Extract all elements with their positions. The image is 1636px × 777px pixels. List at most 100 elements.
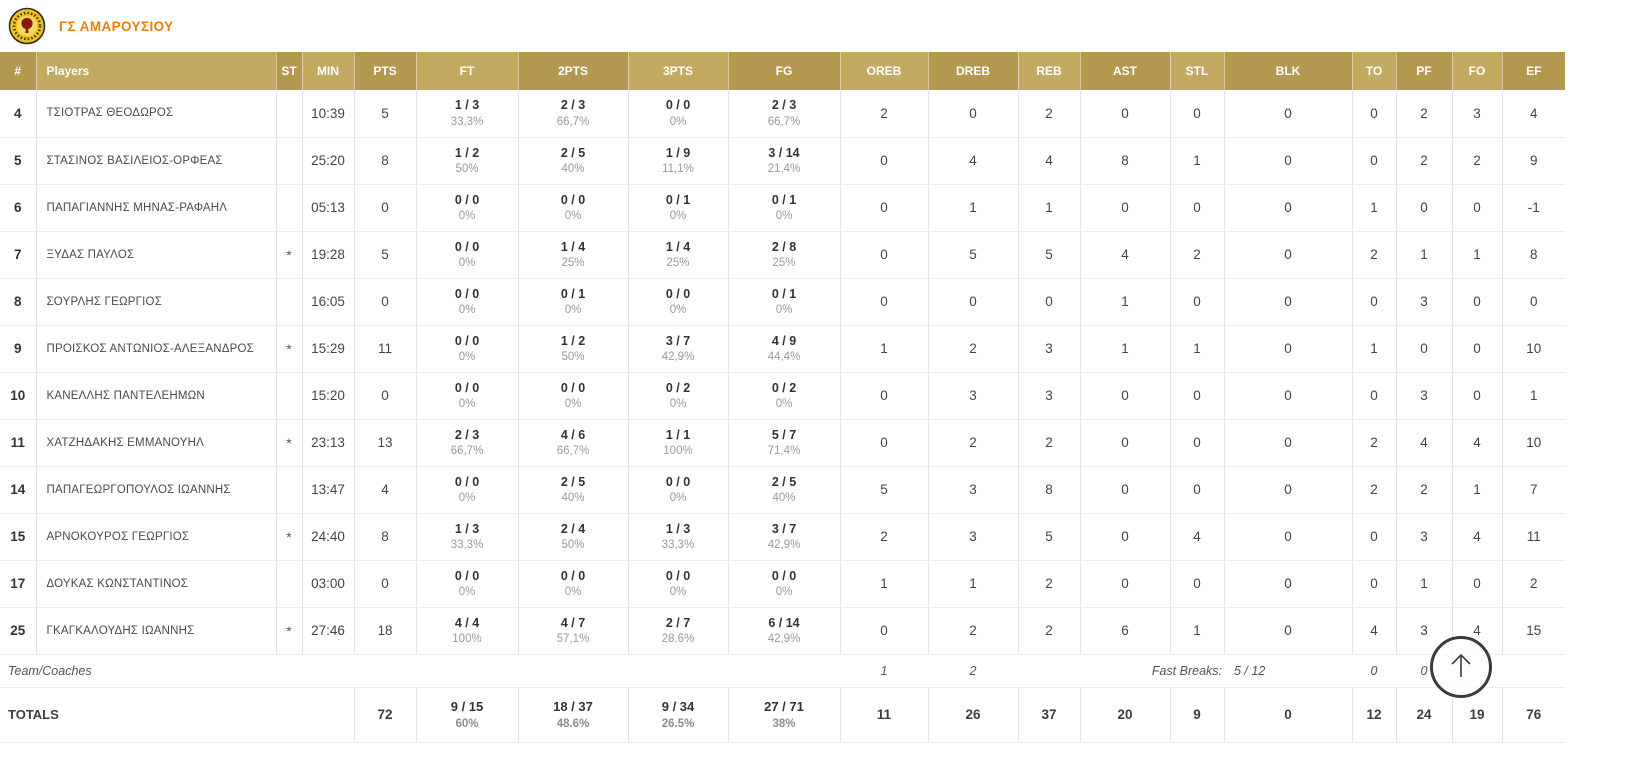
cell-name: ΓΚΑΓΚΑΛΟΥΔΗΣ ΙΩΑΝΝΗΣ <box>35 607 276 655</box>
cell-pf: 2 <box>1395 466 1452 514</box>
player-row: 25 ΓΚΑΓΚΑΛΟΥΔΗΣ ΙΩΑΝΝΗΣ * 27:46 18 4 / 4 100% 4… <box>0 607 1565 655</box>
cell-min: 13:47 <box>301 466 354 514</box>
cell-dreb: 0 <box>927 278 1018 326</box>
player-row: 10 ΚΑΝΕΛΛΗΣ ΠΑΝΤΕΛΕΗΜΩΝ 15:20 0 0 / 0 0% 0 / 0… <box>0 372 1565 420</box>
scroll-to-top-button[interactable] <box>1430 636 1492 698</box>
cell-p3: 1 / 3 33,3% <box>627 513 728 561</box>
cell-min: 25:20 <box>301 137 354 185</box>
totals-3pts: 9 / 34 26.5% <box>627 687 728 743</box>
totals-dreb: 26 <box>927 687 1018 743</box>
cell-ft: 4 / 4 100% <box>415 607 518 655</box>
cell-reb: 0 <box>1017 278 1080 326</box>
cell-pts: 0 <box>353 278 416 326</box>
cell-dreb: 3 <box>927 372 1018 420</box>
cell-stl: 2 <box>1169 231 1224 279</box>
cell-num: 8 <box>0 278 36 326</box>
cell-num: 9 <box>0 325 36 373</box>
cell-dreb: 1 <box>927 560 1018 608</box>
cell-pts: 5 <box>353 231 416 279</box>
cell-min: 15:29 <box>301 325 354 373</box>
cell-ast: 0 <box>1079 466 1170 514</box>
player-row: 6 ΠΑΠΑΓΙΑΝΝΗΣ ΜΗΝΑΣ-ΡΑΦΑΗΛ 05:13 0 0 / 0 0% 0 … <box>0 184 1565 232</box>
cell-st: * <box>275 419 302 467</box>
cell-fo: 1 <box>1451 466 1502 514</box>
cell-stl: 1 <box>1169 607 1224 655</box>
cell-st <box>275 560 302 608</box>
cell-ft: 0 / 0 0% <box>415 466 518 514</box>
col-header-fo: FO <box>1451 52 1502 90</box>
cell-reb: 5 <box>1017 231 1080 279</box>
cell-name: ΠΡΟΙΣΚΟΣ ΑΝΤΩΝΙΟΣ-ΑΛΕΞΑΝΔΡΟΣ <box>35 325 276 373</box>
cell-stl: 0 <box>1169 90 1224 138</box>
col-header-num: # <box>0 52 36 90</box>
cell-blk: 0 <box>1223 607 1352 655</box>
cell-reb: 4 <box>1017 137 1080 185</box>
cell-ef: 0 <box>1501 278 1565 326</box>
cell-ast: 0 <box>1079 419 1170 467</box>
fast-breaks-value: 5 / 12 <box>1224 654 1352 688</box>
cell-blk: 0 <box>1223 278 1352 326</box>
cell-st <box>275 278 302 326</box>
cell-reb: 8 <box>1017 466 1080 514</box>
cell-ef: 11 <box>1501 513 1565 561</box>
cell-oreb: 0 <box>839 419 928 467</box>
cell-oreb: 1 <box>839 325 928 373</box>
cell-oreb: 2 <box>839 90 928 138</box>
cell-name: ΣΤΑΣΙΝΟΣ ΒΑΣΙΛΕΙΟΣ-ΟΡΦΕΑΣ <box>35 137 276 185</box>
team-name: ΓΣ ΑΜΑΡΟΥΣΙΟΥ <box>59 18 174 34</box>
totals-oreb: 11 <box>839 687 928 743</box>
cell-p3: 0 / 2 0% <box>627 372 728 420</box>
cell-fg: 2 / 5 40% <box>727 466 840 514</box>
cell-ef: 4 <box>1501 90 1565 138</box>
cell-num: 14 <box>0 466 36 514</box>
cell-oreb: 2 <box>839 513 928 561</box>
cell-ft: 0 / 0 0% <box>415 278 518 326</box>
cell-name: ΠΑΠΑΓΕΩΡΓΟΠΟΥΛΟΣ ΙΩΑΝΝΗΣ <box>35 466 276 514</box>
cell-st: * <box>275 607 302 655</box>
cell-ast: 1 <box>1079 325 1170 373</box>
cell-pts: 8 <box>353 137 416 185</box>
cell-reb: 5 <box>1017 513 1080 561</box>
cell-num: 15 <box>0 513 36 561</box>
cell-to: 4 <box>1351 607 1396 655</box>
cell-pf: 0 <box>1395 184 1452 232</box>
cell-p3: 2 / 7 28,6% <box>627 607 728 655</box>
cell-blk: 0 <box>1223 466 1352 514</box>
player-row: 5 ΣΤΑΣΙΝΟΣ ΒΑΣΙΛΕΙΟΣ-ΟΡΦΕΑΣ 25:20 8 1 / 2 50%… <box>0 137 1565 185</box>
team-header: ΓΣ ΑΜΑΡΟΥΣΙΟΥ <box>0 0 1636 52</box>
cell-min: 23:13 <box>301 419 354 467</box>
cell-pts: 18 <box>353 607 416 655</box>
cell-p3: 0 / 0 0% <box>627 466 728 514</box>
cell-num: 4 <box>0 90 36 138</box>
cell-fo: 0 <box>1451 372 1502 420</box>
cell-p3: 1 / 1 100% <box>627 419 728 467</box>
cell-blk: 0 <box>1223 137 1352 185</box>
cell-p2: 0 / 0 0% <box>517 560 628 608</box>
cell-dreb: 3 <box>927 466 1018 514</box>
cell-p2: 0 / 0 0% <box>517 372 628 420</box>
cell-pts: 0 <box>353 184 416 232</box>
cell-st <box>275 372 302 420</box>
cell-p2: 1 / 2 50% <box>517 325 628 373</box>
cell-stl: 0 <box>1169 466 1224 514</box>
totals-ef: 76 <box>1501 687 1565 743</box>
cell-dreb: 5 <box>927 231 1018 279</box>
cell-dreb: 2 <box>927 325 1018 373</box>
cell-to: 1 <box>1351 184 1396 232</box>
cell-stl: 0 <box>1169 372 1224 420</box>
cell-ast: 0 <box>1079 90 1170 138</box>
cell-pts: 11 <box>353 325 416 373</box>
cell-stl: 0 <box>1169 419 1224 467</box>
cell-reb: 2 <box>1017 419 1080 467</box>
col-header-pts: PTS <box>353 52 416 90</box>
col-header-reb: REB <box>1017 52 1080 90</box>
header-row: # Players ST MIN PTS FT 2PTS 3PTS FG OREB DREB REB A… <box>0 52 1565 90</box>
cell-reb: 2 <box>1017 90 1080 138</box>
player-row: 15 ΑΡΝΟΚΟΥΡΟΣ ΓΕΩΡΓΙΟΣ * 24:40 8 1 / 3 33,3% 2 … <box>0 513 1565 561</box>
arrow-up-icon <box>1448 650 1474 685</box>
col-header-2pts: 2PTS <box>517 52 628 90</box>
cell-min: 16:05 <box>301 278 354 326</box>
fast-breaks-label: Fast Breaks: <box>1080 654 1224 688</box>
